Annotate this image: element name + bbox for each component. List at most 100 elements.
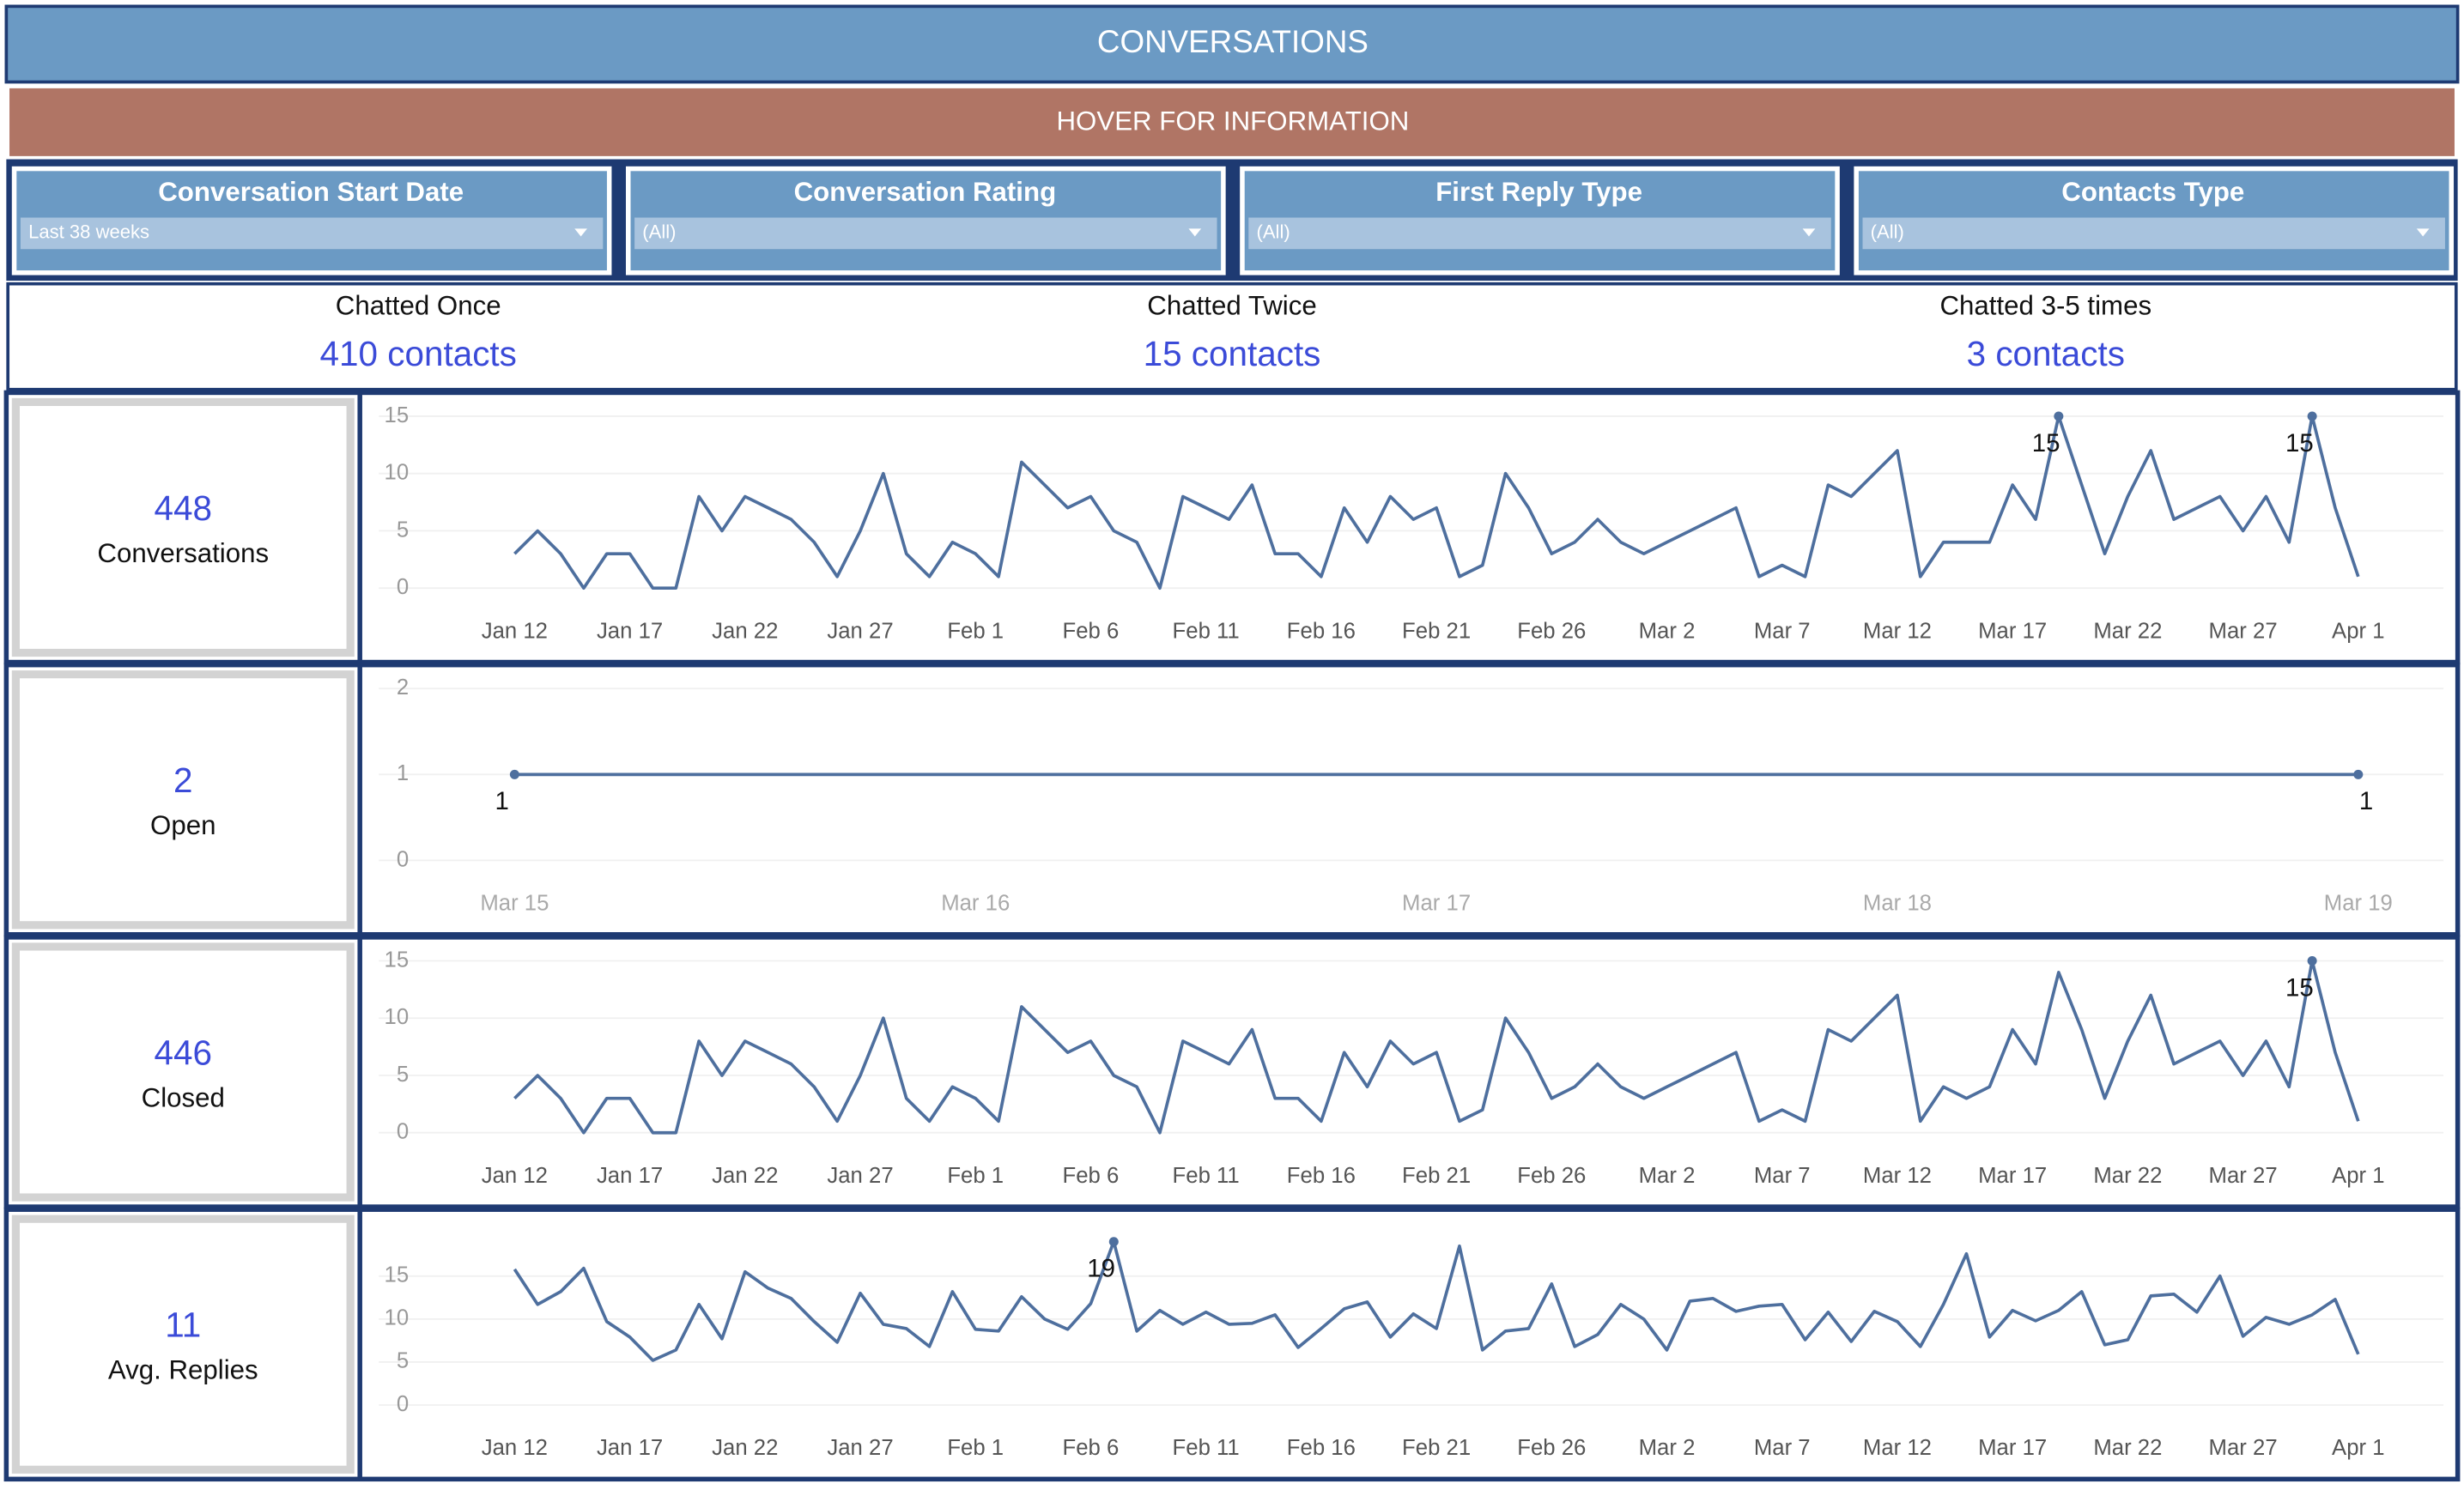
x-tick-label: Mar 27 [2209,1164,2278,1188]
filter-dropdown[interactable]: (All) [1248,217,1831,250]
x-tick-label: Feb 1 [947,619,1004,643]
y-tick-label: 15 [385,948,410,972]
filter-dropdown[interactable]: Last 38 weeks [20,217,604,250]
x-tick-label: Feb 16 [1287,1436,1356,1460]
panel: 2 Open 0 1 2 Mar 15 Mar 16 Mar 17 Mar 18 Mar 19 1 1 [3,662,2461,937]
x-tick-label: Mar 17 [1978,619,2047,643]
dropdown-field[interactable] [1862,217,2445,250]
x-tick-label: Mar 12 [1863,619,1932,643]
x-tick-label: Mar 12 [1863,1164,1932,1188]
dropdown-caret [1188,228,1202,237]
x-tick-label: Apr 1 [2332,1436,2385,1460]
dropdown-field[interactable] [1248,217,1831,250]
y-tick-label: 15 [385,403,410,427]
x-tick-label: Mar 17 [1978,1436,2047,1460]
x-tick-label: Feb 11 [1173,619,1240,643]
x-tick-label: Jan 27 [827,619,893,643]
x-tick-label: Mar 27 [2209,1436,2278,1460]
panel-frame [3,662,2461,937]
x-tick-label: Feb 26 [1517,1164,1586,1188]
x-tick-label: Feb 21 [1402,1436,1471,1460]
x-tick-label: Mar 22 [2093,1436,2162,1460]
dropdown-caret [1802,228,1816,237]
data-label: 15 [2032,429,2060,457]
title: CONVERSATIONS [1097,24,1369,59]
filter-label: Conversation Start Date [158,177,464,207]
x-tick-label: Feb 16 [1287,1164,1356,1188]
y-tick-label: 15 [385,1263,410,1287]
filter-dropdown[interactable]: (All) [634,217,1217,250]
summary-label: Chatted Twice [1147,290,1316,320]
x-tick-label: Feb 26 [1517,619,1586,643]
panel: 11 Avg. Replies 0 5 10 15 Jan 12 Jan 17 Jan 22 Ja… [3,1207,2461,1482]
dropdown-field[interactable] [634,217,1217,250]
x-tick-label: Mar 7 [1754,619,1811,643]
summary: Chatted Once 410 contacts Chatted Twice 15 … [320,290,2152,372]
x-tick-label: Feb 6 [1063,619,1120,643]
x-tick-label: Feb 6 [1063,1164,1120,1188]
x-tick-label: Mar 18 [1863,892,1932,916]
x-tick-label: Feb 1 [947,1164,1004,1188]
dropdown-caret [2416,228,2430,237]
x-tick-label: Feb 16 [1287,619,1356,643]
panel-frame [3,1207,2461,1482]
data-label: 1 [495,787,508,815]
dropdown-caret [574,228,587,237]
kpi-box [11,942,355,1202]
y-tick-label: 1 [397,761,409,785]
panel: 446 Closed 0 5 10 15 Jan 12 Jan 17 Jan 22 Jan 27 F… [3,935,2461,1209]
summary-value: 15 contacts [1144,334,1321,373]
kpi-box [11,670,355,930]
kpi-value: 11 [165,1305,201,1345]
x-tick-label: Mar 22 [2093,1164,2162,1188]
data-label: 1 [2359,787,2373,815]
x-tick-label: Feb 1 [947,1436,1004,1460]
x-tick-label: Jan 12 [482,1436,548,1460]
x-tick-label: Mar 2 [1639,1164,1696,1188]
summary-value: 3 contacts [1967,334,2125,373]
x-tick-label: Feb 26 [1517,1436,1586,1460]
data-label: 19 [1087,1255,1115,1283]
x-tick-label: Feb 11 [1173,1436,1240,1460]
kpi-label: Avg. Replies [108,1355,258,1385]
y-tick-label: 5 [397,1063,409,1087]
x-tick-label: Jan 22 [712,1164,778,1188]
filter-dropdown[interactable]: (All) [1862,217,2445,250]
x-tick-label: Jan 17 [597,619,663,643]
summary-strip [6,282,2458,391]
dropdown-value: (All) [1256,221,1290,243]
x-tick-label: Feb 21 [1402,619,1471,643]
y-tick-label: 10 [385,1306,410,1330]
info-banner[interactable] [9,88,2455,156]
x-tick-label: Mar 17 [1402,892,1471,916]
dropdown-value: (All) [1871,221,1904,243]
kpi-box [11,1214,355,1474]
kpi-label: Open [150,810,215,840]
x-tick-label: Jan 17 [597,1164,663,1188]
line [513,415,2360,591]
x-tick-label: Mar 27 [2209,619,2278,643]
summary-value: 410 contacts [320,334,517,373]
y-tick-label: 0 [397,847,409,871]
kpi-value: 446 [155,1033,212,1072]
x-tick-label: Jan 12 [482,619,548,643]
max-marker [2353,769,2364,779]
filter-label: First Reply Type [1435,177,1642,207]
x-tick-label: Feb 11 [1173,1164,1240,1188]
y-tick-label: 5 [397,1349,409,1373]
y-tick-label: 0 [397,1120,409,1144]
line [513,1239,2360,1362]
filter-label: Conversation Rating [794,177,1057,207]
x-tick-label: Mar 12 [1863,1436,1932,1460]
x-tick-label: Mar 2 [1639,1436,1696,1460]
x-tick-label: Feb 6 [1063,1436,1120,1460]
dropdown-value: Last 38 weeks [28,221,149,243]
panel-frame [3,390,2461,665]
dropdown-field[interactable] [20,217,604,250]
max-marker [509,769,519,779]
x-tick-label: Mar 17 [1978,1164,2047,1188]
dropdown-value: (All) [642,221,676,243]
kpi-label: Closed [142,1082,225,1112]
